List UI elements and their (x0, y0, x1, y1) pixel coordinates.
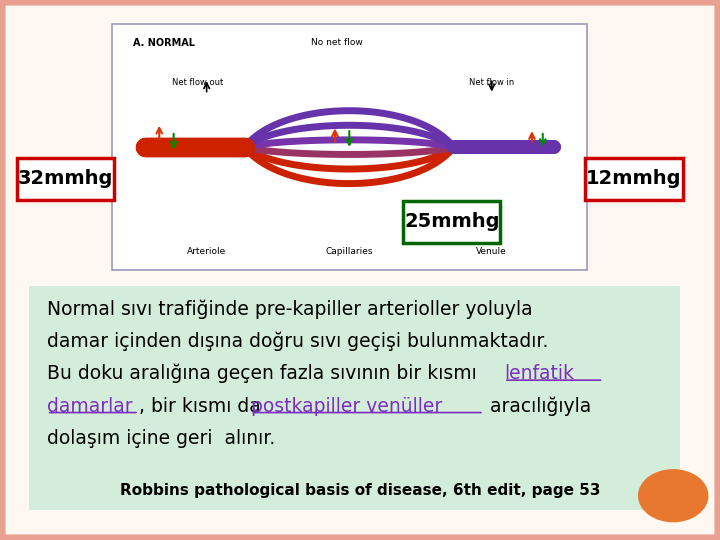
Text: damarlar: damarlar (47, 396, 132, 416)
Text: Venule: Venule (477, 247, 507, 256)
Text: 12mmhg: 12mmhg (586, 169, 682, 188)
FancyBboxPatch shape (112, 24, 587, 270)
Text: Net flow out: Net flow out (171, 78, 222, 87)
Text: damar içinden dışına doğru sıvı geçişi bulunmaktadır.: damar içinden dışına doğru sıvı geçişi b… (47, 332, 548, 351)
Text: dolaşım içine geri  alınır.: dolaşım içine geri alınır. (47, 429, 275, 448)
Text: Normal sıvı trafiğinde pre-kapiller arterioller yoluyla: Normal sıvı trafiğinde pre-kapiller arte… (47, 299, 532, 319)
Text: 32mmhg: 32mmhg (17, 169, 113, 188)
Text: postkapiller venüller: postkapiller venüller (251, 396, 442, 416)
FancyBboxPatch shape (585, 158, 683, 200)
Text: lenfatik: lenfatik (504, 364, 574, 383)
Text: , bir kısmı da: , bir kısmı da (139, 396, 266, 416)
Text: aracılığıyla: aracılığıyla (484, 396, 591, 416)
Text: Net flow in: Net flow in (469, 78, 514, 87)
Text: A. NORMAL: A. NORMAL (133, 38, 195, 48)
FancyBboxPatch shape (17, 158, 114, 200)
Text: No net flow: No net flow (311, 38, 363, 47)
Text: Robbins pathological basis of disease, 6th edit, page 53: Robbins pathological basis of disease, 6… (120, 483, 600, 498)
Text: Bu doku aralığına geçen fazla sıvının bir kısmı: Bu doku aralığına geçen fazla sıvının bi… (47, 364, 482, 383)
Text: Capillaries: Capillaries (325, 247, 373, 256)
Text: Arteriole: Arteriole (187, 247, 226, 256)
Text: 25mmhg: 25mmhg (404, 212, 500, 232)
Circle shape (639, 470, 708, 522)
FancyBboxPatch shape (29, 286, 680, 510)
FancyBboxPatch shape (403, 201, 500, 243)
